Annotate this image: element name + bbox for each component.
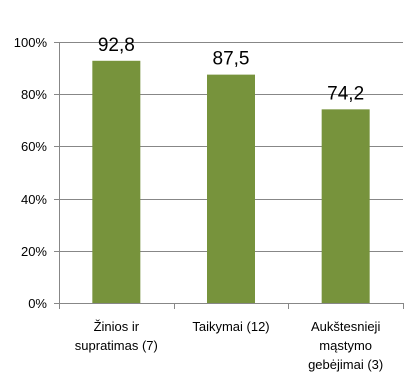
y-axis-tick-labels: 0% 20% 40% 60% 80% 100% — [14, 35, 48, 311]
y-tick-label: 20% — [21, 244, 47, 259]
bar-2 — [321, 109, 370, 303]
y-tick-label: 60% — [21, 139, 47, 154]
data-label-2: 74,2 — [327, 83, 364, 104]
data-label-1: 87,5 — [213, 49, 250, 70]
y-tick-label: 0% — [28, 296, 47, 311]
category-label-0: Žinios ir supratimas (7) — [75, 319, 158, 353]
bars — [92, 60, 370, 304]
y-tick-label: 100% — [14, 35, 48, 50]
category-label-1: Taikymai (12) — [192, 319, 269, 334]
bar-1 — [207, 74, 255, 303]
data-labels: 92,8 87,5 74,2 — [98, 35, 364, 105]
data-label-0: 92,8 — [98, 35, 135, 56]
bar-0 — [92, 60, 141, 304]
y-tick-label: 40% — [21, 192, 47, 207]
x-axis-category-labels: Žinios ir supratimas (7) Taikymai (12) Aukš… — [75, 319, 383, 372]
y-tick-label: 80% — [21, 87, 47, 102]
category-label-2: Aukštesnieji mąstymo gebėjimai (3) — [308, 319, 383, 372]
